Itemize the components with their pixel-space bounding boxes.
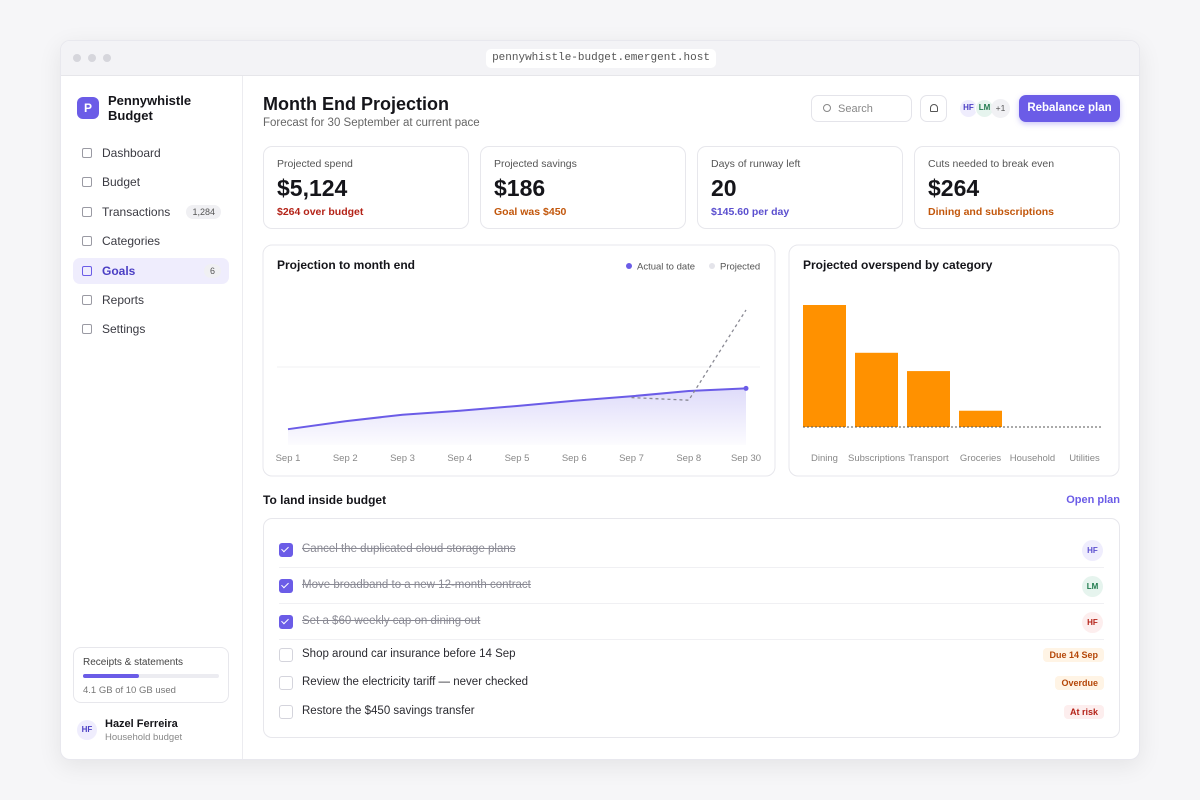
nav-label: Dashboard: [102, 146, 161, 160]
nav-label: Goals: [102, 263, 136, 278]
kpi-card: Projected spend $5,124 $264 over budget: [263, 146, 469, 229]
kpi-label: Days of runway left: [711, 158, 801, 170]
nav-icon: [82, 265, 92, 276]
nav-icon: [82, 177, 92, 188]
assignee-avatar: HF: [1082, 540, 1103, 561]
task-text: Review the electricity tariff — never ch…: [302, 676, 529, 688]
open-plan-link[interactable]: Open plan: [1066, 494, 1120, 506]
search-icon: [823, 104, 831, 112]
status-pill: Due 14 Sep: [1043, 648, 1104, 662]
brand-logo: P: [77, 97, 99, 119]
tasks-card: Cancel the duplicated cloud storage plan…: [263, 518, 1120, 738]
check-mark: [281, 580, 289, 589]
primary-button[interactable]: Rebalance plan: [1019, 95, 1120, 122]
row-divider: [279, 603, 1104, 604]
user-role: Household budget: [105, 732, 183, 743]
nav-label: Budget: [102, 175, 141, 190]
kpi-note: $145.60 per day: [711, 206, 790, 218]
checkbox[interactable]: [279, 648, 293, 662]
checkbox[interactable]: [279, 579, 293, 593]
kpi-card: Projected savings $186 Goal was $450: [480, 146, 686, 229]
kpi-note: $264 over budget: [277, 206, 364, 218]
checkbox[interactable]: [279, 543, 293, 557]
nav-item[interactable]: Budget: [73, 169, 229, 195]
user-avatar: HF: [77, 720, 97, 740]
task-text: Move broadband to a new 12-month contrac…: [302, 579, 531, 591]
task-text: Shop around car insurance before 14 Sep: [302, 648, 516, 660]
nav-label: Reports: [102, 293, 145, 307]
search-placeholder: Search: [838, 103, 873, 115]
nav-label: Transactions: [102, 204, 171, 219]
nav-badge: 6: [203, 263, 221, 278]
checkbox[interactable]: [279, 705, 293, 719]
user-name: Hazel Ferreira: [105, 718, 178, 730]
check-mark: [281, 544, 289, 553]
sidebar: [61, 76, 243, 759]
nav-icon: [82, 324, 92, 335]
nav-label: Categories: [102, 234, 161, 249]
kpi-label: Projected savings: [494, 158, 577, 170]
nav-icon: [82, 148, 92, 158]
nav-icon: [82, 236, 92, 247]
kpi-value: $186: [494, 175, 546, 201]
header-avatar-more: +1: [991, 99, 1010, 118]
assignee-avatar: HF: [1082, 612, 1103, 633]
status-pill: Overdue: [1055, 676, 1104, 690]
check-mark: [281, 616, 289, 625]
nav-item[interactable]: Reports: [73, 287, 229, 313]
kpi-card: Cuts needed to break even $264 Dining and …: [914, 146, 1120, 229]
page-subtitle: Forecast for 30 September at current pac…: [263, 117, 480, 129]
top-bar: pennywhistle-budget.emergent.host: [61, 41, 1139, 76]
task-text: Restore the $450 savings transfer: [302, 705, 475, 717]
kpi-value: 20: [711, 175, 737, 201]
nav-icon: [82, 206, 92, 217]
kpi-value: $5,124: [277, 175, 348, 201]
task-text: Cancel the duplicated cloud storage plan…: [302, 543, 516, 555]
storage-label: 4.1 GB of 10 GB used: [83, 685, 176, 696]
nav-icon: [82, 295, 92, 305]
bell-icon: [930, 104, 938, 112]
row-divider: [279, 639, 1104, 640]
nav-item[interactable]: Dashboard: [73, 140, 229, 166]
task-text: Set a $60 weekly cap on dining out: [302, 615, 481, 627]
search-box[interactable]: Search: [811, 95, 912, 122]
section-title: To land inside budget: [263, 493, 387, 507]
kpi-value: $264: [928, 175, 980, 201]
nav-item[interactable]: Goals 6: [73, 257, 229, 284]
kpi-label: Projected spend: [277, 158, 353, 170]
kpi-card: Days of runway left 20 $145.60 per day: [697, 146, 903, 229]
status-pill: At risk: [1063, 705, 1104, 719]
page-title: Month End Projection: [263, 94, 449, 114]
kpi-label: Cuts needed to break even: [928, 158, 1055, 170]
checkbox[interactable]: [279, 615, 293, 629]
nav-item[interactable]: Categories: [73, 228, 229, 254]
checkbox[interactable]: [279, 676, 293, 690]
kpi-note: Dining and subscriptions: [928, 206, 1055, 218]
storage-card: Receipts & statements 4.1 GB of 10 GB use…: [73, 647, 229, 703]
nav-badge: 1,284: [186, 204, 221, 219]
url-bar: pennywhistle-budget.emergent.host: [486, 49, 716, 68]
nav-label: Settings: [102, 322, 146, 337]
storage-track: [83, 674, 219, 678]
notifications-button[interactable]: [920, 95, 947, 122]
storage-title: Receipts & statements: [83, 657, 184, 668]
storage-fill: [83, 674, 139, 678]
url: pennywhistle-budget.emergent.host: [492, 52, 710, 64]
nav-item[interactable]: Transactions 1,284: [73, 199, 229, 225]
brand-name: Pennywhistle Budget: [108, 93, 192, 123]
assignee-avatar: LM: [1082, 576, 1103, 597]
row-divider: [279, 567, 1104, 568]
nav-item[interactable]: Settings: [73, 316, 229, 342]
kpi-note: Goal was $450: [494, 206, 567, 218]
